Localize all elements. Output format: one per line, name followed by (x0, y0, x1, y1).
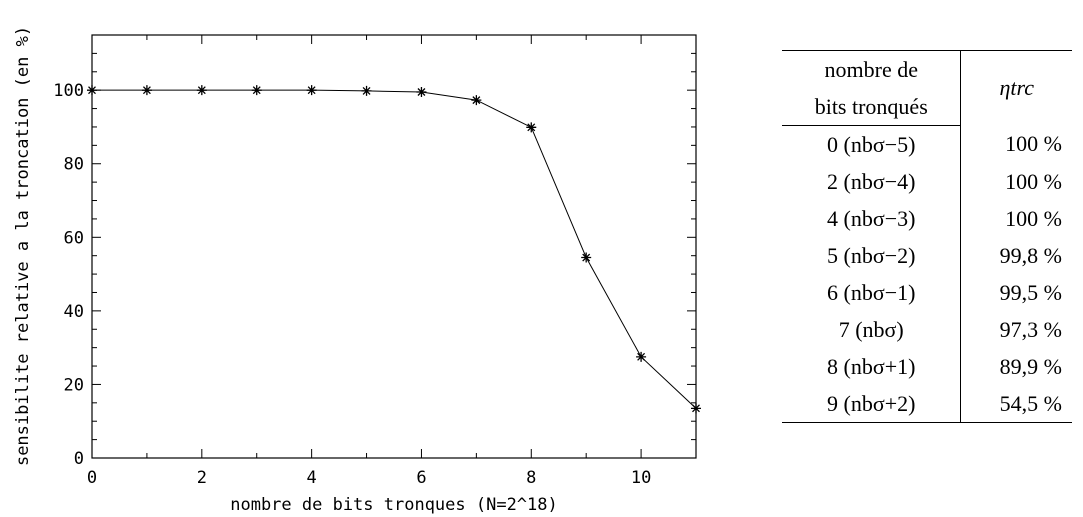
series-markers (87, 85, 701, 414)
x-tick-label: 10 (631, 468, 651, 488)
plot-frame (91, 34, 697, 459)
data-point (87, 85, 97, 96)
data-point (251, 85, 262, 96)
data-point (471, 95, 482, 106)
series-line (92, 89, 697, 409)
data-point (636, 351, 647, 362)
y-tick-label: 60 (64, 228, 84, 248)
table-row: 4 (nbσ−3) 100 % (782, 200, 1072, 237)
y-tick-label: 20 (64, 375, 84, 395)
results-table-wrapper: nombre de ηtrc bits tronqués 0 (nbσ−5) 10… (782, 50, 1072, 423)
eta-cell: 100 % (1005, 168, 1062, 194)
bits-cell: 5 (nbσ−2) (782, 237, 962, 274)
table-row: 5 (nbσ−2) 99,8 % (782, 237, 1072, 274)
bits-cell: 0 (nbσ−5) (782, 125, 962, 163)
x-tick-label: 0 (87, 468, 97, 488)
bits-cell: 2 (nbσ−4) (782, 163, 962, 200)
data-point (141, 85, 152, 96)
eta-cell: 99,8 % (999, 242, 1062, 268)
data-point (581, 252, 592, 263)
eta-cell: 97,3 % (999, 316, 1062, 342)
x-tick-label: 4 (307, 468, 317, 488)
data-point (361, 85, 372, 96)
bits-cell: 7 (nbσ) (782, 311, 962, 348)
results-table: nombre de ηtrc bits tronqués 0 (nbσ−5) 10… (782, 50, 1072, 423)
x-tick-label: 2 (197, 468, 207, 488)
header-bits-line1: nombre de (782, 50, 962, 88)
header-bits-line2: bits tronqués (782, 88, 962, 126)
table-row: 8 (nbσ+1) 89,9 % (782, 348, 1072, 385)
x-tick-label: 8 (526, 468, 536, 488)
y-tick-label: 100 (53, 81, 84, 101)
results-table-body: 0 (nbσ−5) 100 % 2 (nbσ−4) 100 % 4 (nbσ−3) 100… (782, 125, 1072, 423)
eta-cell: 100 % (1005, 205, 1062, 231)
y-tick-label: 0 (74, 449, 84, 469)
axis-ticks (91, 34, 697, 459)
table-row: 7 (nbσ) 97,3 % (782, 311, 1072, 348)
header-eta: ηtrc (960, 50, 1072, 126)
data-point (691, 403, 701, 414)
eta-cell: 54,5 % (960, 385, 1072, 423)
y-axis-label: sensibilite relative a la troncation (en… (13, 26, 33, 466)
table-row: 6 (nbσ−1) 99,5 % (782, 274, 1072, 311)
bits-cell: 4 (nbσ−3) (782, 200, 962, 237)
bits-cell: 9 (nbσ+2) (782, 385, 962, 423)
y-tick-label: 80 (64, 155, 84, 175)
x-axis-label: nombre de bits tronques (N=2^18) (230, 495, 558, 515)
table-row: 2 (nbσ−4) 100 % (782, 163, 1072, 200)
bits-cell: 6 (nbσ−1) (782, 274, 962, 311)
data-point (416, 87, 427, 98)
eta-cell: 100 % (1005, 131, 1062, 157)
data-point (196, 85, 207, 96)
eta-cell: 99,5 % (999, 279, 1062, 305)
table-row: 0 (nbσ−5) 100 % (782, 125, 1072, 163)
bits-cell: 8 (nbσ+1) (782, 348, 962, 385)
y-tick-label: 40 (64, 302, 84, 322)
eta-cell: 89,9 % (999, 353, 1062, 379)
table-row: 9 (nbσ+2) 54,5 % (782, 385, 1072, 423)
data-point (526, 122, 537, 133)
x-tick-label: 6 (416, 468, 426, 488)
data-point (306, 85, 317, 96)
